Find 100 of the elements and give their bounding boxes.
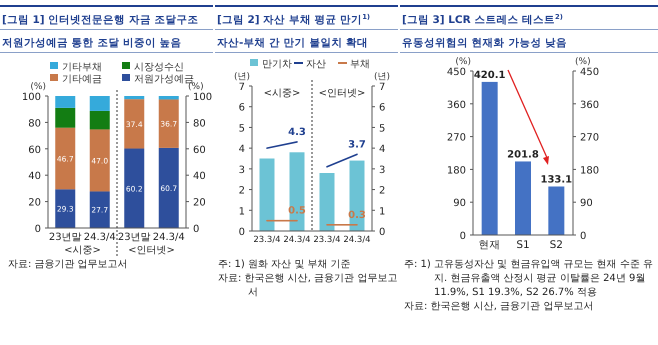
legend-label: 만기차: [262, 59, 292, 70]
y-tick-label: 180: [446, 165, 466, 176]
y2-tick-label: 7: [379, 82, 386, 93]
y-axis-title: (%): [455, 57, 471, 67]
bar: [158, 96, 179, 100]
y-tick-label: 40: [28, 171, 41, 182]
text: 자료: 금융기관 업무보고서: [8, 258, 129, 272]
text: <인터넷>: [128, 245, 175, 256]
y-tick-label: 60: [28, 144, 41, 156]
bar: [548, 186, 564, 235]
bar: [90, 191, 110, 228]
x-tick-label: 24.3/4: [283, 235, 311, 245]
bar: [320, 173, 334, 231]
text: <시중>: [64, 245, 101, 256]
text: 자료: 한국은행 시산, 금융기관 업무보고서: [404, 300, 594, 314]
y2-tick-label: 270: [580, 132, 600, 144]
y2-tick-label: 3: [379, 164, 386, 176]
y2-tick-label: 100: [193, 92, 212, 103]
x-tick-label: 23.3/4: [313, 235, 341, 245]
y2-tick-label: 1: [379, 206, 386, 218]
y2-tick-label: 180: [580, 165, 600, 176]
y-tick-label: 3: [238, 164, 245, 176]
y2-tick-label: 6: [379, 102, 386, 114]
x-tick-label: 24.3/4: [84, 232, 116, 243]
y-tick-label: 80: [28, 118, 41, 130]
data-label: 133.1: [540, 174, 572, 186]
y-tick-label: 0: [460, 231, 466, 242]
x-tick-label: 23년말: [118, 232, 151, 243]
legend-label: 자산: [306, 59, 326, 70]
legend-label: 부채: [350, 59, 370, 70]
bar: [158, 99, 179, 148]
annotation: <시중>: [264, 88, 300, 99]
y2-tick-label: 20: [193, 198, 206, 209]
bar: [515, 161, 531, 235]
y-tick-label: 2: [238, 186, 245, 197]
bar: [90, 110, 110, 130]
y2-axis-title: (%): [188, 82, 204, 92]
y-tick-label: 6: [238, 102, 245, 114]
data-label: 3.7: [348, 139, 366, 150]
y-tick-label: 1: [238, 206, 245, 218]
y-tick-label: 100: [22, 92, 41, 103]
bar: [124, 96, 144, 100]
text: 주: 1) 고유동성자산 및 현금유입액 규모는 현재 수준 유지. 현금유출액 산정시 평균 이탈률은 24년 9월 11.9%, S1 19.3%, S2 26.7% 적용: [404, 258, 654, 300]
y2-tick-label: 90: [580, 198, 593, 210]
bar: [55, 108, 76, 128]
chart-subtitle: 자산-부채 간 만기 불일치 확대: [217, 37, 368, 49]
chart-title: [그림 1] 인터넷전문은행 자금 조달구조: [2, 14, 199, 26]
chart-title: [그림 2] 자산 부채 평균 만기$^{1)}$: [217, 13, 370, 26]
y-tick-label: 270: [446, 132, 466, 144]
data-label: 201.8: [507, 149, 539, 160]
y-tick-label: 90: [453, 198, 466, 210]
y2-tick-label: 2: [379, 186, 386, 197]
y-axis-title: (년): [234, 72, 250, 82]
y2-tick-label: 40: [193, 171, 206, 182]
bar: [260, 158, 274, 231]
y-tick-label: 450: [446, 67, 466, 78]
chart-title: [그림 3] LCR 스트레스 테스트$^{2)}$: [402, 13, 563, 26]
x-tick-label: 현재: [478, 239, 501, 251]
chart-subtitle: 저원가성예금 통한 조달 비중이 높음: [2, 37, 182, 49]
y2-axis-title: (%): [575, 57, 591, 67]
x-tick-label: S1: [516, 239, 530, 251]
annotation: <인터넷>: [318, 88, 366, 99]
bar: [124, 99, 144, 149]
bar: [158, 148, 179, 228]
bar: [55, 128, 76, 190]
y-tick-label: 0: [34, 224, 41, 235]
y-axis-title: (%): [30, 82, 46, 92]
y-tick-label: 360: [446, 100, 466, 111]
text: 주: 1) 원화 자산 및 부채 기준: [218, 258, 352, 272]
legend-label: 시장성수신: [134, 62, 184, 73]
legend-label: 기타예금: [62, 74, 102, 85]
y2-tick-label: 80: [193, 118, 206, 130]
y-tick-label: 7: [238, 82, 245, 93]
bar: [55, 189, 76, 228]
x-tick-label: S2: [550, 239, 564, 251]
y2-tick-label: 0: [379, 227, 386, 238]
bar: [90, 129, 110, 192]
x-tick-label: 23.3/4: [253, 235, 281, 245]
bar: [124, 148, 144, 228]
x-tick-label: 24.3/4: [343, 235, 371, 245]
chart-subtitle: 유동성위험의 현재화 가능성 낮음: [402, 37, 567, 49]
legend-label: 기타부채: [62, 62, 102, 73]
y2-tick-label: 4: [379, 144, 386, 156]
y2-axis-title: (년): [374, 72, 390, 82]
y-tick-label: 20: [28, 198, 41, 209]
bar: [482, 82, 498, 235]
y-tick-label: 5: [238, 123, 245, 134]
data-label: 420.1: [474, 70, 506, 81]
y2-tick-label: 360: [580, 100, 600, 111]
text: 자료: 한국은행 시산, 금융기관 업무보고서: [218, 272, 398, 300]
y2-tick-label: 0: [193, 224, 200, 235]
bar: [90, 96, 110, 111]
y2-tick-label: 450: [580, 67, 600, 78]
y-tick-label: 4: [238, 144, 245, 156]
x-tick-label: 24.3/4: [152, 232, 185, 243]
y2-tick-label: 5: [379, 123, 386, 134]
y2-tick-label: 60: [193, 144, 206, 156]
bar: [55, 96, 76, 108]
x-tick-label: 23년말: [48, 232, 82, 243]
y-tick-label: 0: [238, 227, 245, 238]
